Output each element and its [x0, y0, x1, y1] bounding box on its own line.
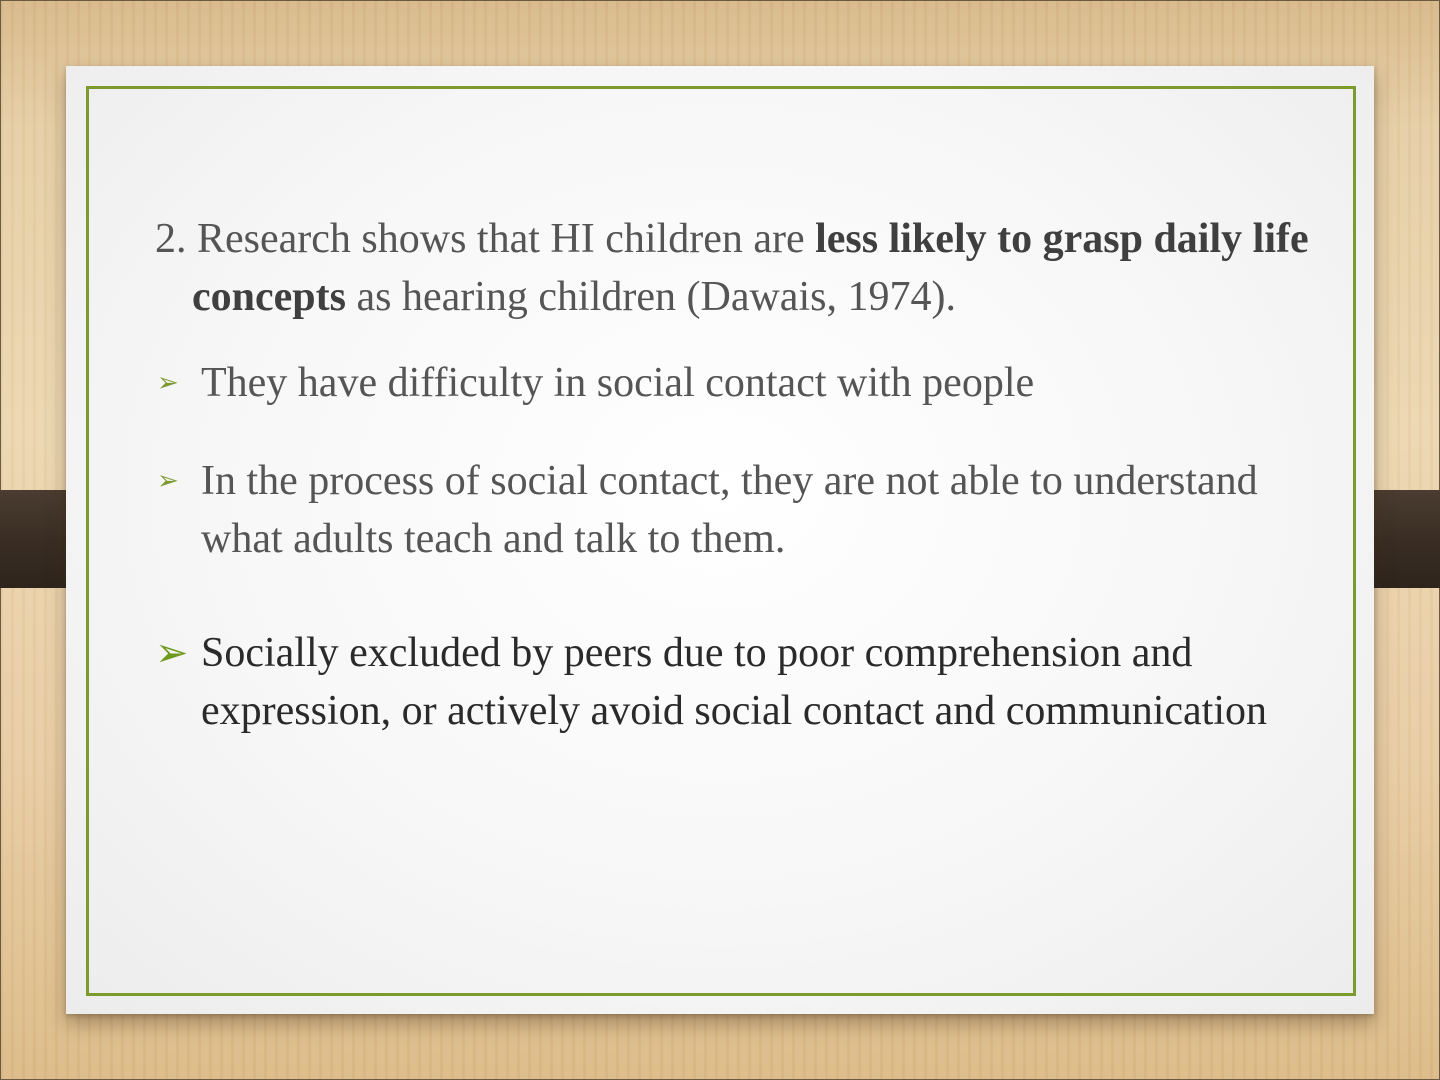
intro-bold-phrase: less likely to grasp daily life concepts [192, 216, 1309, 320]
arrowhead-bullet-icon: ➢ [155, 630, 189, 676]
intro-paragraph: 2. Research shows that HI children are l… [155, 210, 1315, 326]
arrowhead-bullet-icon: ➢ [157, 368, 179, 398]
intro-text-end: as hearing children (Dawais, 1974). [345, 274, 956, 320]
intro-text-start: 2. Research shows that HI children are [155, 216, 816, 262]
bullet-item: ➢ Socially excluded by peers due to poor… [155, 624, 1315, 740]
bullet-item: ➢ In the process of social contact, they… [155, 452, 1315, 568]
slide-paper [66, 66, 1374, 1014]
slide-inner-border [86, 86, 1356, 996]
arrowhead-bullet-icon: ➢ [157, 466, 179, 496]
bullet-text: They have difficulty in social contact w… [201, 360, 1035, 406]
bullet-text: In the process of social contact, they a… [201, 458, 1258, 562]
bullet-item: ➢ They have difficulty in social contact… [155, 354, 1315, 412]
slide-content: 2. Research shows that HI children are l… [155, 210, 1315, 780]
bullet-text: Socially excluded by peers due to poor c… [201, 630, 1267, 734]
